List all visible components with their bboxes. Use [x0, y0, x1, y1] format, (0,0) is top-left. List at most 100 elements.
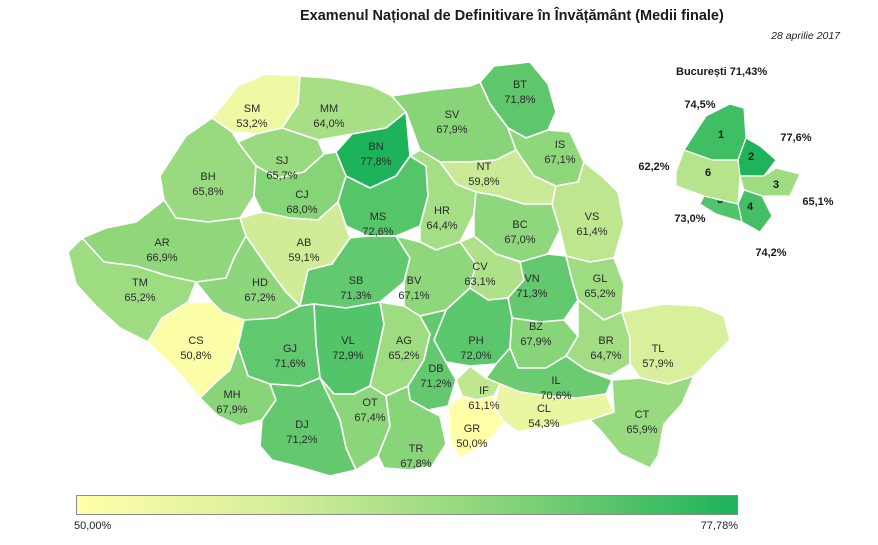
map-title: Examenul Național de Definitivare în Înv…	[300, 8, 724, 24]
county-dj	[259, 377, 357, 477]
county-value-label: 54,3%	[528, 418, 559, 430]
county-value-label: 71,2%	[286, 434, 317, 446]
county-code-label: PH	[468, 335, 483, 347]
county-code-label: BZ	[529, 321, 543, 333]
county-value-label: 72,6%	[362, 226, 393, 238]
sector-value-label: 65,1%	[802, 196, 833, 208]
map-date: 28 aprilie 2017	[771, 30, 840, 42]
county-code-label: GR	[464, 423, 481, 435]
sector-number-label: 1	[718, 129, 724, 141]
county-code-label: MM	[320, 103, 338, 115]
county-value-label: 67,2%	[244, 292, 275, 304]
county-code-label: DB	[428, 363, 443, 375]
sector-number-label: 4	[747, 201, 754, 213]
county-value-label: 67,9%	[436, 124, 467, 136]
county-code-label: VS	[585, 211, 600, 223]
county-value-label: 70,6%	[540, 390, 571, 402]
county-code-label: TL	[652, 343, 665, 355]
county-ct	[589, 375, 695, 469]
county-code-label: BN	[368, 141, 383, 153]
county-code-label: VN	[524, 273, 539, 285]
county-code-label: VL	[341, 335, 354, 347]
county-code-label: IS	[555, 139, 565, 151]
legend-min-label: 50,00%	[74, 520, 112, 532]
county-code-label: SV	[445, 109, 460, 121]
county-code-label: IF	[479, 385, 489, 397]
county-code-label: BV	[407, 275, 422, 287]
county-code-label: CL	[537, 403, 551, 415]
sector-number-label: 2	[748, 151, 754, 163]
sector-value-label: 74,2%	[755, 247, 786, 259]
county-value-label: 61,4%	[576, 226, 607, 238]
county-value-label: 71,3%	[516, 288, 547, 300]
county-value-label: 57,9%	[642, 358, 673, 370]
county-code-label: BR	[598, 335, 613, 347]
bucharest-inset: 174,5%277,6%365,1%474,2%573,0%662,2%	[638, 99, 833, 259]
legend-max-label: 77,78%	[700, 520, 738, 532]
bucharest-sector-1	[683, 103, 747, 161]
county-value-label: 71,3%	[340, 290, 371, 302]
county-code-label: CS	[188, 335, 203, 347]
sector-value-label: 73,0%	[674, 213, 705, 225]
county-code-label: SM	[244, 103, 261, 115]
county-value-label: 50,0%	[456, 438, 487, 450]
county-value-label: 59,1%	[288, 252, 319, 264]
county-value-label: 68,0%	[286, 204, 317, 216]
county-value-label: 67,8%	[400, 458, 431, 470]
county-value-label: 64,0%	[313, 118, 344, 130]
sector-value-label: 74,5%	[684, 99, 715, 111]
county-br	[565, 299, 631, 377]
county-code-label: BT	[513, 79, 527, 91]
county-value-label: 67,1%	[398, 290, 429, 302]
county-code-label: HR	[434, 205, 450, 217]
sector-number-label: 3	[773, 179, 779, 191]
county-code-label: CJ	[295, 189, 308, 201]
county-value-label: 59,8%	[468, 176, 499, 188]
county-code-label: IL	[551, 375, 560, 387]
county-value-label: 53,2%	[236, 118, 267, 130]
county-tr	[377, 385, 447, 471]
county-value-label: 66,9%	[146, 252, 177, 264]
county-code-label: TM	[132, 277, 148, 289]
county-code-label: BC	[512, 219, 527, 231]
county-vs	[551, 161, 625, 263]
bucharest-sector-6	[675, 149, 741, 205]
county-code-label: NT	[477, 161, 492, 173]
county-code-label: GL	[593, 273, 608, 285]
county-db	[407, 309, 457, 411]
county-value-label: 65,7%	[266, 170, 297, 182]
county-code-label: MH	[223, 389, 240, 401]
county-value-label: 67,4%	[354, 412, 385, 424]
color-scale-bar	[76, 495, 738, 515]
sector-number-label: 6	[705, 167, 711, 179]
county-code-label: AB	[297, 237, 312, 249]
county-code-label: MS	[370, 211, 387, 223]
county-value-label: 72,9%	[332, 350, 363, 362]
county-value-label: 67,0%	[504, 234, 535, 246]
county-value-label: 71,8%	[504, 94, 535, 106]
county-code-label: DJ	[295, 419, 308, 431]
county-value-label: 72,0%	[460, 350, 491, 362]
county-value-label: 63,1%	[464, 276, 495, 288]
sector-value-label: 62,2%	[638, 161, 669, 173]
county-value-label: 65,8%	[192, 186, 223, 198]
county-code-label: CT	[635, 409, 650, 421]
county-value-label: 67,9%	[520, 336, 551, 348]
county-value-label: 77,8%	[360, 156, 391, 168]
county-value-label: 65,2%	[388, 350, 419, 362]
county-value-label: 61,1%	[468, 400, 499, 412]
county-value-label: 64,4%	[426, 220, 457, 232]
county-code-label: HD	[252, 277, 268, 289]
county-code-label: SB	[349, 275, 364, 287]
labels-layer: SM 53,2% MM 64,0% BT 71,8% SV 67,9% BN 77,8% SJ 65,…	[124, 79, 673, 470]
sector-value-label: 77,6%	[780, 132, 811, 144]
county-code-label: OT	[362, 397, 378, 409]
county-code-label: AG	[396, 335, 412, 347]
county-value-label: 71,6%	[274, 358, 305, 370]
county-gr	[447, 395, 505, 459]
bucharest-title: București 71,43%	[676, 66, 768, 78]
bucharest-sector-2	[737, 137, 777, 177]
county-value-label: 71,2%	[420, 378, 451, 390]
county-code-label: SJ	[276, 155, 289, 167]
